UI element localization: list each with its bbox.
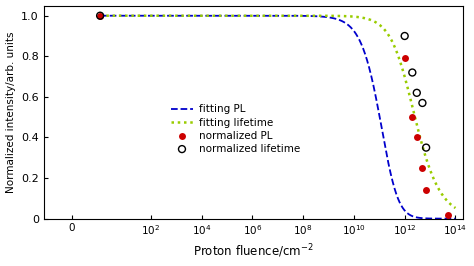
fitting PL	[407, 214, 413, 217]
Line: fitting PL: fitting PL	[100, 16, 456, 219]
fitting PL	[138, 14, 144, 17]
fitting PL	[159, 14, 164, 17]
normalized PL	[96, 14, 104, 18]
fitting lifetime	[407, 96, 413, 99]
X-axis label: Proton fluence/cm$^{-2}$: Proton fluence/cm$^{-2}$	[193, 243, 314, 260]
fitting PL	[453, 217, 458, 220]
normalized lifetime	[413, 91, 420, 95]
normalized lifetime	[96, 14, 104, 18]
fitting lifetime	[138, 14, 144, 17]
normalized PL	[409, 115, 416, 119]
normalized PL	[422, 188, 430, 192]
normalized PL	[413, 135, 420, 140]
fitting lifetime	[453, 206, 458, 210]
fitting lifetime	[249, 14, 255, 17]
fitting PL	[97, 14, 103, 17]
fitting lifetime	[97, 14, 103, 17]
normalized lifetime	[419, 101, 426, 105]
normalized PL	[444, 213, 452, 217]
Y-axis label: Normalized intensity/arb. units: Normalized intensity/arb. units	[6, 31, 16, 193]
fitting lifetime	[234, 14, 239, 17]
fitting lifetime	[446, 201, 451, 204]
fitting lifetime	[159, 14, 164, 17]
normalized lifetime	[409, 70, 416, 75]
normalized PL	[401, 56, 409, 60]
fitting PL	[249, 14, 255, 17]
Line: fitting lifetime: fitting lifetime	[100, 16, 456, 208]
normalized PL	[419, 166, 426, 170]
normalized lifetime	[401, 34, 409, 38]
fitting PL	[446, 217, 451, 220]
normalized lifetime	[422, 146, 430, 150]
Legend: fitting PL, fitting lifetime, normalized PL, normalized lifetime: fitting PL, fitting lifetime, normalized…	[166, 100, 304, 158]
fitting PL	[234, 14, 239, 17]
